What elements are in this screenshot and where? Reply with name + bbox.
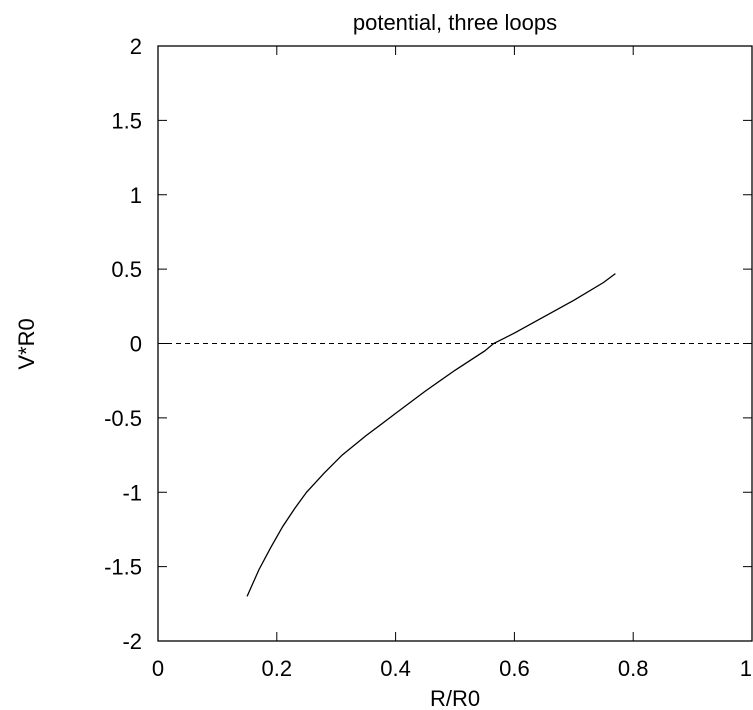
y-tick-label: -0.5 [104,406,142,431]
y-axis-label: V*R0 [14,318,39,369]
series-line [246,273,616,597]
x-axis-ticks: 0 0.2 0.4 0.6 0.8 1 [152,46,753,681]
x-axis-label: R/R0 [430,686,480,710]
y-tick-label: 2 [130,34,142,59]
y-tick-label: -2 [122,629,142,654]
y-tick-label: -1.5 [104,555,142,580]
y-tick-label: 1.5 [111,108,142,133]
x-tick-label: 0 [152,656,164,681]
x-tick-label: 1 [740,656,752,681]
x-tick-label: 0.6 [499,656,530,681]
y-tick-label: 1 [130,183,142,208]
y-tick-label: 0 [130,332,142,357]
y-axis-ticks: -2 -1.5 -1 -0.5 0 0.5 1 1.5 2 [104,34,752,654]
y-tick-label: 0.5 [111,257,142,282]
x-tick-label: 0.8 [618,656,649,681]
plot-frame [157,45,753,642]
y-tick-label: -1 [122,480,142,505]
x-tick-label: 0.2 [262,656,293,681]
x-tick-label: 0.4 [380,656,411,681]
chart-title: potential, three loops [353,10,557,35]
